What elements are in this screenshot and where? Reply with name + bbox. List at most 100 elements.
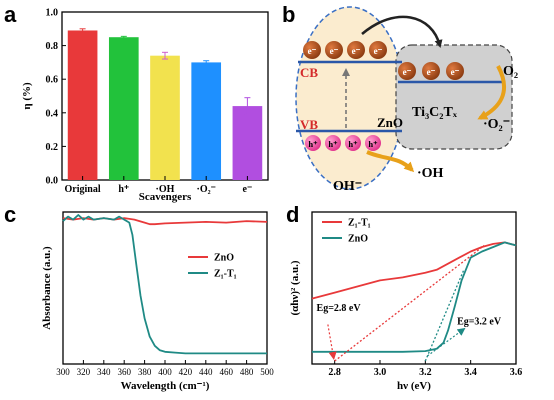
plot-frame-d bbox=[311, 211, 517, 365]
y-axis-label-d: (αhν)² (a.u.) bbox=[289, 260, 301, 315]
bar bbox=[108, 37, 139, 181]
ti-electron: e⁻ bbox=[422, 62, 440, 80]
y-axis-ticks-a: 0.0 0.2 0.4 0.6 0.8 1.0 bbox=[46, 8, 66, 187]
x-tick-label: 460 bbox=[219, 367, 233, 377]
bandgap-label: Eg=3.2 eV bbox=[457, 316, 502, 327]
x-tick-label: 500 bbox=[260, 367, 274, 377]
zno-particle bbox=[295, 6, 405, 190]
y-axis-label-a: η (%) bbox=[21, 82, 33, 110]
vb-label: VB bbox=[300, 117, 318, 132]
hole-symbol: h⁺ bbox=[328, 139, 338, 149]
tangent-line bbox=[424, 269, 465, 362]
zno-electron: e⁻ bbox=[325, 41, 343, 59]
legend-c: ZnO Z₁-T₁ bbox=[188, 253, 237, 280]
panel-label-a: a bbox=[4, 2, 17, 27]
bar-chart-scavengers: 0.0 0.2 0.4 0.6 0.8 1.0 Original h⁺ ·OH ·O₂⁻ e⁻ S… bbox=[21, 8, 269, 203]
panel-label-b: b bbox=[282, 2, 295, 27]
bars-a bbox=[67, 28, 263, 181]
ti3c2tx-label: Ti₃C₂Tₓ bbox=[412, 105, 458, 120]
annotation-arrow bbox=[327, 324, 337, 360]
ti3c2tx-sheet bbox=[395, 44, 513, 150]
x-tick-label: 360 bbox=[117, 367, 131, 377]
panel-label-d: d bbox=[286, 202, 299, 227]
vb-hole: h⁺ bbox=[365, 135, 381, 151]
x-axis-ticks-d: 2.8 3.0 3.2 3.4 3.6 bbox=[328, 360, 522, 378]
bandgap-label: Eg=2.8 eV bbox=[317, 303, 362, 314]
x-tick-label: 3.6 bbox=[510, 367, 523, 378]
electron-symbol: e⁻ bbox=[352, 46, 361, 56]
x-tick-label: 3.2 bbox=[419, 367, 432, 378]
x-tick-label: 320 bbox=[77, 367, 91, 377]
hydroxide-label: OH⁻ bbox=[333, 179, 362, 194]
zno-electron: e⁻ bbox=[303, 41, 321, 59]
series-line bbox=[62, 214, 267, 355]
x-tick-label: 2.8 bbox=[328, 367, 341, 378]
ti-electron: e⁻ bbox=[398, 62, 416, 80]
legend-label: ZnO bbox=[214, 253, 234, 264]
plot-frame-c bbox=[62, 211, 268, 365]
series-line bbox=[311, 241, 517, 300]
series-line bbox=[312, 241, 517, 353]
electron-symbol: e⁻ bbox=[427, 67, 436, 77]
x-tick-label: 3.0 bbox=[374, 367, 387, 378]
hole-symbol: h⁺ bbox=[308, 139, 318, 149]
x-tick-label: 340 bbox=[97, 367, 111, 377]
legend-label: Z₁-T₁ bbox=[348, 218, 371, 229]
x-tick-label: 440 bbox=[199, 367, 213, 377]
tauc-plot: 2.8 3.0 3.2 3.4 3.6 Z₁-T₁ ZnO Eg=2.8 eV Eg=3.2… bbox=[289, 211, 522, 392]
hole-symbol: h⁺ bbox=[348, 139, 358, 149]
cb-label: CB bbox=[300, 65, 318, 80]
x-tick-label: 480 bbox=[240, 367, 254, 377]
annotation-arrow bbox=[426, 327, 466, 357]
y-tick-label: 0.4 bbox=[46, 108, 59, 119]
y-tick-label: 1.0 bbox=[46, 8, 59, 19]
x-tick-label: 380 bbox=[138, 367, 152, 377]
x-tick-label: e⁻ bbox=[243, 184, 253, 195]
y-tick-label: 0.6 bbox=[46, 75, 59, 86]
y-tick-label: 0.2 bbox=[46, 142, 59, 153]
y-tick-label: 0.8 bbox=[46, 41, 59, 52]
bar bbox=[150, 55, 180, 180]
legend-label: ZnO bbox=[348, 234, 368, 245]
legend-d: Z₁-T₁ ZnO bbox=[322, 218, 371, 245]
panel-label-c: c bbox=[4, 202, 16, 227]
tangent-line bbox=[334, 244, 485, 362]
legend-label: Z₁-T₁ bbox=[214, 269, 237, 280]
x-tick-label: ·O₂⁻ bbox=[197, 184, 216, 195]
vb-hole: h⁺ bbox=[305, 135, 321, 151]
bar bbox=[232, 106, 263, 180]
ti-electron: e⁻ bbox=[446, 62, 464, 80]
x-axis-label-c: Wavelength (cm⁻¹) bbox=[121, 380, 210, 392]
hole-symbol: h⁺ bbox=[368, 139, 378, 149]
y-tick-label: 0.0 bbox=[46, 176, 59, 187]
electron-symbol: e⁻ bbox=[451, 67, 460, 77]
band-scheme: CB VB ZnO Ti₃C₂Tₓ e⁻ e⁻ e⁻ e⁻ e⁻ e⁻ bbox=[295, 6, 518, 194]
x-tick-label: 420 bbox=[179, 367, 193, 377]
o2-reduction-arrow bbox=[477, 65, 506, 120]
series-lines-c bbox=[62, 214, 268, 355]
x-tick-label: h⁺ bbox=[118, 184, 129, 195]
x-tick-label: Original bbox=[65, 184, 101, 195]
zno-electron: e⁻ bbox=[347, 41, 365, 59]
electron-transfer-arrow bbox=[361, 15, 443, 48]
y-axis-label-c: Absorbance (a.u.) bbox=[41, 246, 53, 330]
x-tick-label: ·OH bbox=[156, 184, 175, 195]
zno-electron: e⁻ bbox=[369, 41, 387, 59]
vb-hole: h⁺ bbox=[345, 135, 361, 151]
vb-hole: h⁺ bbox=[325, 135, 341, 151]
electron-symbol: e⁻ bbox=[308, 46, 317, 56]
x-tick-label: 400 bbox=[158, 367, 172, 377]
electron-symbol: e⁻ bbox=[403, 67, 412, 77]
superoxide-label: ·O₂⁻ bbox=[483, 117, 510, 132]
o2-label: O₂ bbox=[503, 64, 518, 79]
electron-symbol: e⁻ bbox=[330, 46, 339, 56]
x-axis-label-d: hν (eV) bbox=[397, 380, 431, 392]
x-axis-ticks-c: 300 320 340 360 380 400 420 440 460 480 500 bbox=[56, 360, 274, 377]
bandgap-annotations: Eg=2.8 eV Eg=3.2 eV bbox=[317, 244, 502, 362]
series-lines-d bbox=[311, 241, 517, 353]
electron-symbol: e⁻ bbox=[374, 46, 383, 56]
x-axis-label-a: Scavengers bbox=[139, 191, 192, 203]
absorbance-chart: 300 320 340 360 380 400 420 440 460 480 500 ZnO Z₁-… bbox=[41, 211, 274, 392]
bar bbox=[191, 62, 222, 180]
